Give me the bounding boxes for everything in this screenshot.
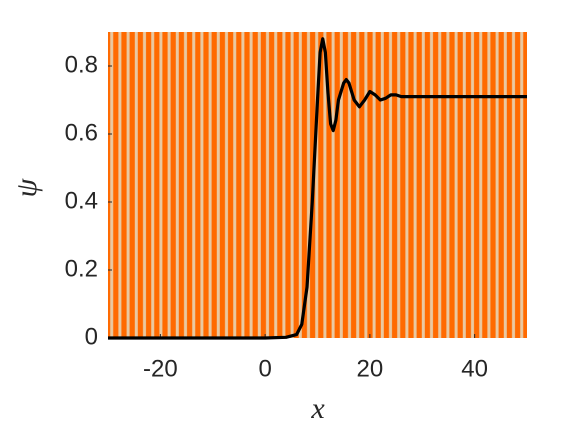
x-tick-label: 20 bbox=[357, 355, 384, 382]
y-tick-label: 0.8 bbox=[65, 51, 98, 78]
y-axis-label: ψ bbox=[10, 177, 43, 197]
y-tick-label: 0 bbox=[85, 323, 98, 350]
x-tick-label: 40 bbox=[461, 355, 488, 382]
y-tick-label: 0.2 bbox=[65, 255, 98, 282]
x-tick-label: -20 bbox=[143, 355, 178, 382]
y-tick-label: 0.6 bbox=[65, 119, 98, 146]
x-axis-label: x bbox=[310, 392, 325, 425]
y-tick-label: 0.4 bbox=[65, 187, 98, 214]
x-tick-label: 0 bbox=[258, 355, 271, 382]
data-line bbox=[108, 37, 527, 340]
